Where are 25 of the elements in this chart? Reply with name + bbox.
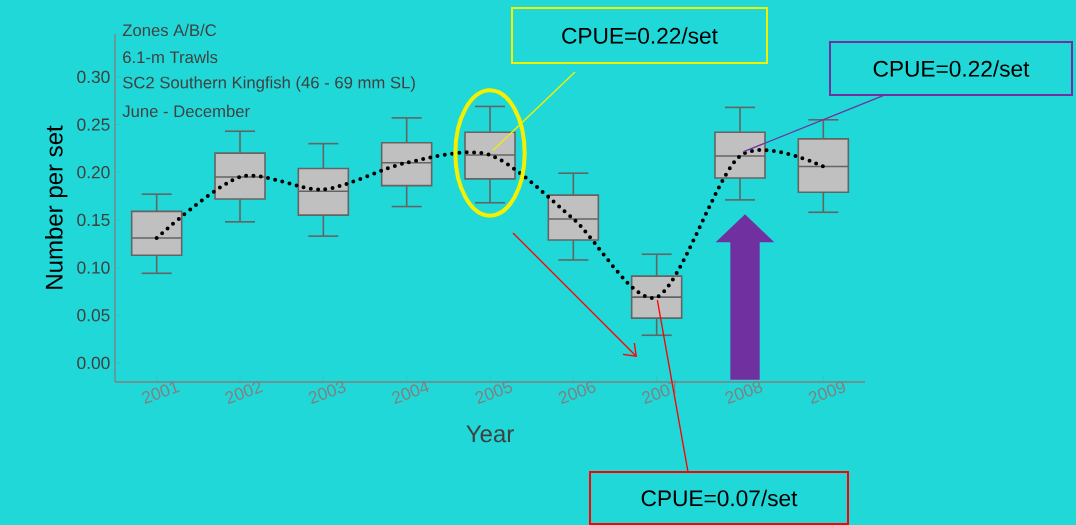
x-tick-label: 2003 — [308, 381, 346, 405]
y-tick-label: 0.00 — [77, 356, 110, 370]
y-axis-title: Number per set — [45, 125, 68, 289]
x-tick-label: 2002 — [225, 381, 264, 405]
x-tick-label: 2008 — [725, 381, 763, 405]
y-tick-label: 0.30 — [77, 70, 110, 84]
x-tick-label: 2004 — [392, 380, 430, 405]
y-tick-label: 0.15 — [77, 213, 110, 227]
annotation: SC2 Southern Kingfish (46 - 69 mm SL) — [123, 76, 415, 92]
annotation: CPUE=0.22/set — [562, 27, 718, 44]
annotation: June - December — [122, 104, 250, 118]
x-axis-title: Year — [466, 425, 514, 443]
annotation: Zones A/B/C — [122, 23, 217, 37]
annotation: CPUE=0.07/set — [641, 489, 798, 507]
y-tick-label: 0.10 — [77, 261, 110, 274]
y-tick-label: 0.25 — [77, 118, 110, 131]
y-tick-label: 0.20 — [77, 166, 110, 179]
x-tick-label: 2006 — [558, 381, 596, 405]
y-tick-label: 0.05 — [77, 309, 110, 322]
x-tick-label: 2001 — [142, 381, 180, 405]
x-tick-label: 2007 — [642, 380, 677, 405]
x-tick-label: 2009 — [808, 381, 846, 405]
annotation: CPUE=0.22/set — [873, 60, 1030, 77]
annotation: 6.1-m Trawls — [123, 50, 218, 64]
x-tick-label: 2005 — [475, 380, 513, 405]
